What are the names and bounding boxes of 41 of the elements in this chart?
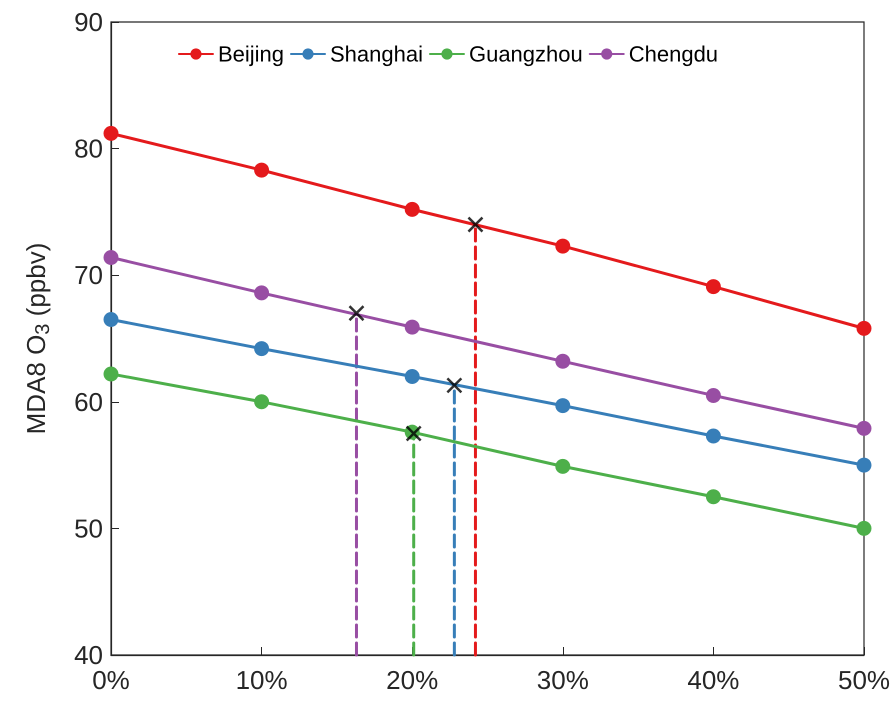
point	[856, 520, 872, 536]
point	[104, 250, 118, 265]
y-axis-title: MDA8 O3 (ppbv)	[21, 242, 54, 434]
point	[856, 320, 872, 336]
point	[254, 341, 270, 356]
point	[404, 368, 420, 384]
x-tick-label: 50%	[838, 665, 890, 695]
point	[404, 320, 420, 335]
y-tick-label: 90	[74, 7, 103, 37]
point	[555, 238, 570, 254]
point	[467, 216, 484, 233]
point	[555, 398, 570, 414]
y-tick-label: 50	[74, 513, 103, 544]
x-tick-label: 20%	[386, 665, 438, 695]
point	[706, 428, 721, 444]
point	[404, 202, 420, 217]
point	[254, 285, 270, 300]
point	[254, 394, 270, 410]
point	[348, 304, 365, 322]
x-tick-label: 30%	[536, 665, 589, 695]
point	[446, 377, 463, 394]
legend-label: Shanghai	[330, 42, 423, 66]
point	[104, 126, 118, 141]
point	[555, 458, 570, 474]
point	[555, 354, 570, 369]
x-tick-label: 10%	[236, 665, 288, 695]
legend-label: Chengdu	[628, 42, 718, 66]
legend-label: Beijing	[218, 42, 284, 66]
point	[706, 388, 721, 403]
point	[104, 312, 118, 328]
y-tick-label: 70	[74, 260, 103, 290]
x-tick-label: 40%	[687, 665, 740, 695]
point	[254, 162, 270, 178]
legend-label: Guangzhou	[468, 42, 583, 66]
point	[706, 279, 721, 294]
point	[856, 420, 872, 436]
point	[104, 366, 118, 382]
point	[856, 458, 872, 473]
y-tick-label: 60	[74, 386, 103, 417]
point	[706, 489, 721, 504]
y-tick-label: 80	[74, 134, 103, 164]
